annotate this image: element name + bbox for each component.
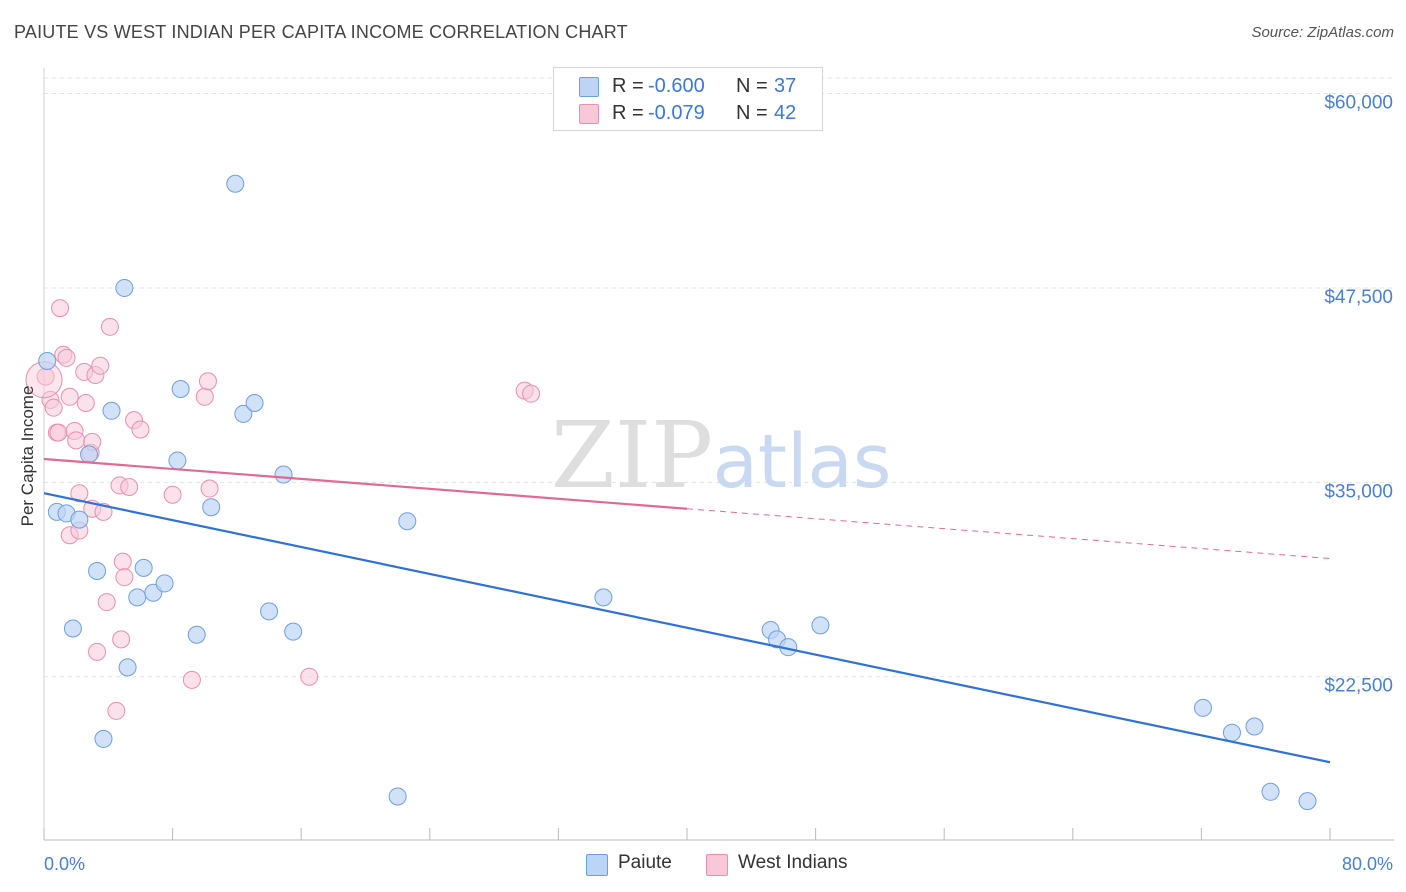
paiute-point [1222,723,1241,742]
x-tick-label-min: 0.0% [44,854,85,874]
r-label: R = [612,75,644,97]
west-indians-points [25,299,541,720]
paiute-point [102,401,121,420]
west-indians-point [57,348,76,367]
west-indians-point [91,356,110,375]
west-indians-point [49,423,68,442]
paiute-point [171,380,190,399]
y-tick-label: $35,000 [1324,481,1393,502]
paiute-point [118,658,137,677]
y-tick-label: $60,000 [1324,93,1393,114]
axes [43,68,1394,841]
paiute-point [155,574,174,593]
legend-row-west-indians: R = -0.079 N = 42 [554,100,822,126]
paiute-point [234,404,253,423]
y-tick-label: $22,500 [1324,676,1393,697]
west-indians-swatch [579,104,599,124]
paiute-point [245,394,264,413]
west-indians-trend-line [43,457,688,510]
legend-row-paiute: R = -0.600 N = 37 [554,73,822,99]
west-indians-point [300,667,319,686]
paiute-point [168,451,187,470]
paiute-point [274,465,293,484]
west-indians-point [200,479,219,498]
west-indians-point [115,568,134,587]
west-indians-point [107,701,126,720]
west-indians-point [131,420,150,439]
paiute-point [226,174,245,193]
trend-lines [43,457,1331,764]
west-indians-r-value: -0.079 [648,102,705,124]
west-indians-point [163,485,182,504]
paiute-point [202,498,221,517]
paiute-point [1298,792,1317,811]
paiute-point [284,622,303,641]
west-indians-point [195,387,214,406]
west-indians-point [100,317,119,336]
grid-lines [44,77,1394,678]
west-indians-point [113,552,132,571]
paiute-point [260,602,279,621]
y-tick-label: $47,500 [1324,287,1393,308]
paiute-legend-label: Paiute [618,852,672,873]
west-indians-n-value: 42 [774,102,797,124]
tick-labels: $22,500 $35,000 $47,500 $60,000 0.0% 80.0% [44,93,1393,874]
paiute-legend-swatch [586,854,608,876]
west-indians-point [67,431,86,450]
west-indians-legend-label: West Indians [738,852,848,873]
paiute-point [38,352,57,371]
paiute-point [398,512,417,531]
west-indians-point [76,394,95,413]
n-label: N = [736,75,768,97]
west-indians-legend-swatch [706,854,728,876]
watermark-atlas: atlas [713,419,892,505]
paiute-point [134,558,153,577]
paiute-point [187,625,206,644]
west-indians-point [112,630,131,649]
west-indians-point [88,642,107,661]
paiute-point [1194,698,1213,717]
source-credit: Source: ZipAtlas.com [1251,24,1394,41]
west-indians-trend-extension [686,508,1331,560]
paiute-point [388,787,407,806]
stats-legend: R = -0.600 N = 37 R = -0.079 N = 42 [553,67,823,131]
paiute-point [70,510,89,529]
paiute-point [88,561,107,580]
paiute-r-value: -0.600 [648,75,705,97]
paiute-point [811,616,830,635]
paiute-point [128,588,147,607]
paiute-point [80,445,99,464]
chart-title: PAIUTE VS WEST INDIAN PER CAPITA INCOME … [14,22,628,42]
paiute-trend-line [43,492,1331,764]
paiute-point [1261,782,1280,801]
west-indians-point [51,299,70,318]
west-indians-point [198,372,217,391]
west-indians-point [182,670,201,689]
y-axis-label: Per Capita Income [18,386,37,527]
west-indians-point [44,398,63,417]
west-indians-point [120,477,139,496]
west-indians-point [522,384,541,403]
paiute-point [115,278,134,297]
paiute-point [594,588,613,607]
paiute-swatch [579,77,599,97]
paiute-n-value: 37 [774,75,797,97]
west-indians-point [97,593,116,612]
watermark-zip: ZIP [551,402,713,509]
x-tick-label-max: 80.0% [1342,854,1393,874]
r-label: R = [612,102,644,124]
n-label: N = [736,102,768,124]
paiute-point [94,729,113,748]
paiute-points [38,174,1317,811]
paiute-point [1245,717,1264,736]
paiute-point [63,619,82,638]
west-indians-point [60,387,79,406]
watermark: ZIP atlas [551,402,892,509]
